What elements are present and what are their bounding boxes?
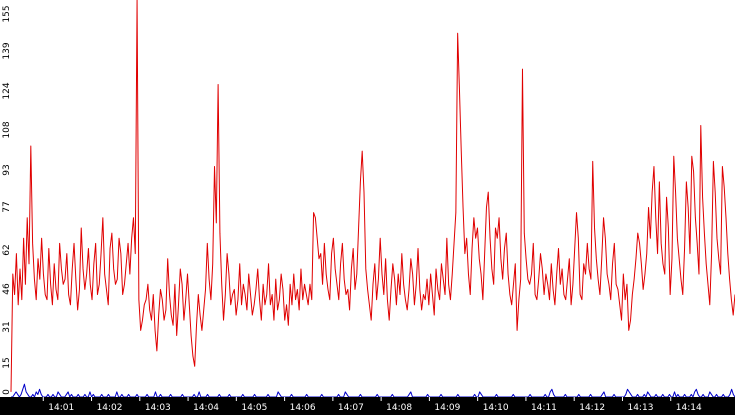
y-tick-label: 155: [2, 5, 12, 22]
x-tick-label: 14:13: [627, 403, 653, 413]
y-tick-label: 31: [2, 321, 12, 332]
x-tick-label: 14:03: [145, 403, 171, 413]
y-tick-label: 124: [2, 82, 12, 99]
x-tick-label: 14:08: [386, 403, 412, 413]
y-tick-label: 139: [2, 42, 12, 59]
x-tick-label: 14:01: [48, 403, 74, 413]
y-tick-label: 62: [2, 244, 12, 255]
y-tick-label: 108: [2, 121, 12, 138]
y-tick-label: 93: [2, 164, 12, 175]
y-tick-label: 0: [2, 389, 12, 395]
x-tick-label: 14:09: [434, 403, 460, 413]
x-tick-label: 14:11: [531, 403, 557, 413]
series-line-1: [10, 0, 735, 392]
y-axis: 0 15 31 46 62 77 93 108 124 139 155: [2, 5, 12, 394]
y-tick-label: 46: [2, 283, 12, 295]
y-tick-label: 77: [2, 201, 12, 212]
x-tick-label: 14:06: [290, 403, 316, 413]
x-tick-label: 14:07: [338, 403, 364, 413]
x-tick-label: 14:05: [241, 403, 267, 413]
y-tick-label: 15: [2, 357, 12, 368]
x-axis-bar: [0, 397, 735, 415]
x-tick-label: 14:14: [676, 403, 702, 413]
x-tick-label: 14:04: [193, 403, 219, 413]
x-axis: 14:01 14:02 14:03 14:04 14:05 14:06 14:07 14:08…: [42, 397, 702, 413]
x-tick-label: 14:10: [483, 403, 509, 413]
x-tick-label: 14:12: [579, 403, 605, 413]
x-tick-label: 14:02: [97, 403, 123, 413]
